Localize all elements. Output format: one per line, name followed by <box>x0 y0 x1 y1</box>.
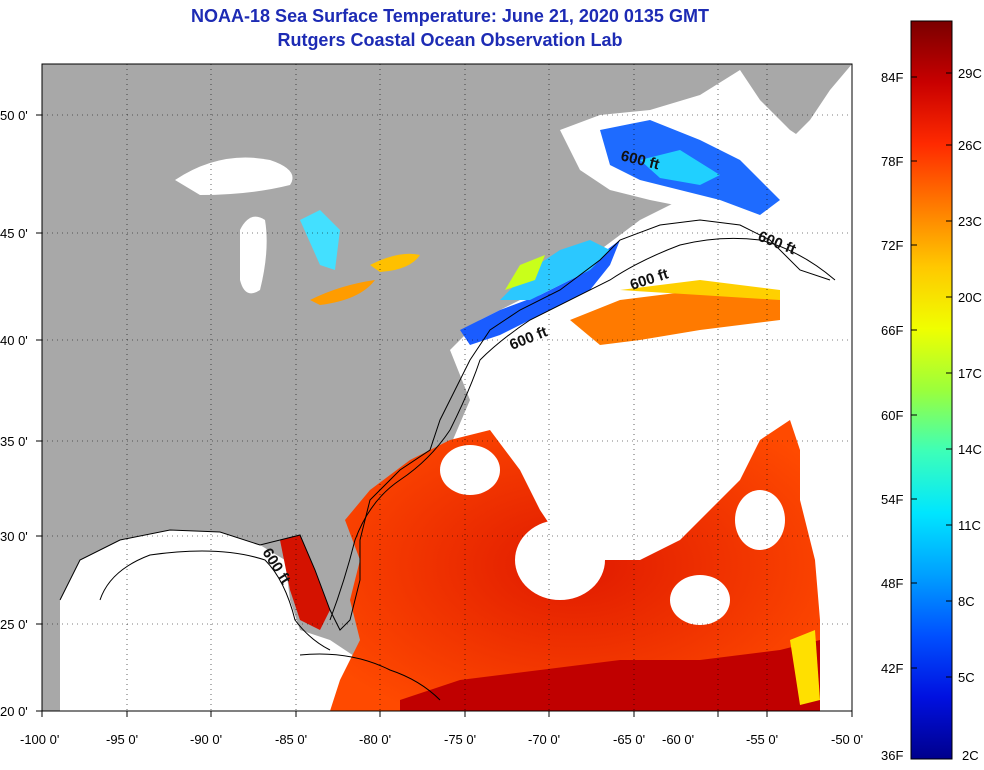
latitude-axis: 20 0' 25 0' 30 0' 35 0' 40 0' 45 0' 50 0… <box>0 108 42 719</box>
cb-c-label-11: 11C <box>958 518 981 533</box>
lake-superior <box>175 157 293 195</box>
cb-f-label-36: 36F <box>881 748 903 763</box>
caribbean-hot <box>400 640 820 711</box>
lon-label-80: -80 0' <box>359 732 391 747</box>
map-subtitle: Rutgers Coastal Ocean Observation Lab <box>277 30 623 50</box>
se-corner-yellow <box>790 630 820 705</box>
cb-f-label-60: 60F <box>881 408 903 423</box>
lake-ontario-sst <box>370 253 420 272</box>
warm-patch-cape-cod <box>505 255 545 290</box>
lake-erie-sst <box>310 280 375 305</box>
lon-label-65: -65 0' <box>613 732 645 747</box>
cb-c-label-20: 20C <box>958 290 982 305</box>
map-border <box>41 63 853 712</box>
lat-label-40: 40 0' <box>0 333 28 348</box>
cb-f-label-72: 72F <box>881 238 903 253</box>
cb-f-label-54: 54F <box>881 492 903 507</box>
cloud-cover <box>440 360 795 625</box>
cb-c-label-14: 14C <box>958 442 982 457</box>
cb-c-label-17: 17C <box>958 366 982 381</box>
lon-label-60: -60 0' <box>662 732 694 747</box>
gulf-of-mexico <box>60 530 360 711</box>
lat-label-20: 20 0' <box>0 704 28 719</box>
lon-label-50: -50 0' <box>831 732 863 747</box>
colorbar-gradient <box>910 20 953 760</box>
map-title: NOAA-18 Sea Surface Temperature: June 21… <box>191 6 709 26</box>
colorbar-f-ticks <box>911 76 917 669</box>
slope-water <box>620 280 780 300</box>
lon-label-95: -95 0' <box>106 732 138 747</box>
colorbar: 84F 78F 72F 66F 60F 54F 48F 42F 36F 29C … <box>881 20 982 763</box>
lake-michigan <box>240 216 267 294</box>
cb-c-label-29: 29C <box>958 66 982 81</box>
graticule <box>42 64 852 711</box>
cb-c-label-23: 23C <box>958 214 982 229</box>
cb-c-label-2: 2C <box>962 748 979 763</box>
gulf-stream-north-wall <box>570 290 780 345</box>
lon-label-90: -90 0' <box>190 732 222 747</box>
lon-label-70: -70 0' <box>528 732 560 747</box>
cb-f-label-84: 84F <box>881 70 903 85</box>
lon-label-100: -100 0' <box>20 732 59 747</box>
lon-label-55: -55 0' <box>746 732 778 747</box>
cool-water-shelf <box>500 240 610 300</box>
cool-water-gulf-of-maine <box>460 240 620 345</box>
cb-f-label-66: 66F <box>881 323 903 338</box>
cb-f-label-78: 78F <box>881 154 903 169</box>
colorbar-c-ticks <box>946 72 952 678</box>
lat-label-50: 50 0' <box>0 108 28 123</box>
map-panel: 600 ft 600 ft 600 ft 600 ft 600 ft <box>42 64 852 711</box>
lake-huron-sst <box>300 210 340 270</box>
lon-label-85: -85 0' <box>275 732 307 747</box>
lat-label-25: 25 0' <box>0 617 28 632</box>
cb-c-label-5: 5C <box>958 670 975 685</box>
longitude-axis: -100 0' -95 0' -90 0' -85 0' -80 0' -75 … <box>20 711 863 747</box>
lat-label-45: 45 0' <box>0 226 28 241</box>
cb-c-label-8: 8C <box>958 594 975 609</box>
lon-label-75: -75 0' <box>444 732 476 747</box>
isobath-600ft <box>99 237 836 651</box>
florida-shelf-warm <box>280 535 330 630</box>
cyan-patch-st-lawrence <box>640 150 720 185</box>
coastlines <box>59 219 831 701</box>
cb-f-label-48: 48F <box>881 576 903 591</box>
lat-label-30: 30 0' <box>0 529 28 544</box>
lat-label-35: 35 0' <box>0 434 28 449</box>
cb-f-label-42: 42F <box>881 661 903 676</box>
cb-c-label-26: 26C <box>958 138 982 153</box>
